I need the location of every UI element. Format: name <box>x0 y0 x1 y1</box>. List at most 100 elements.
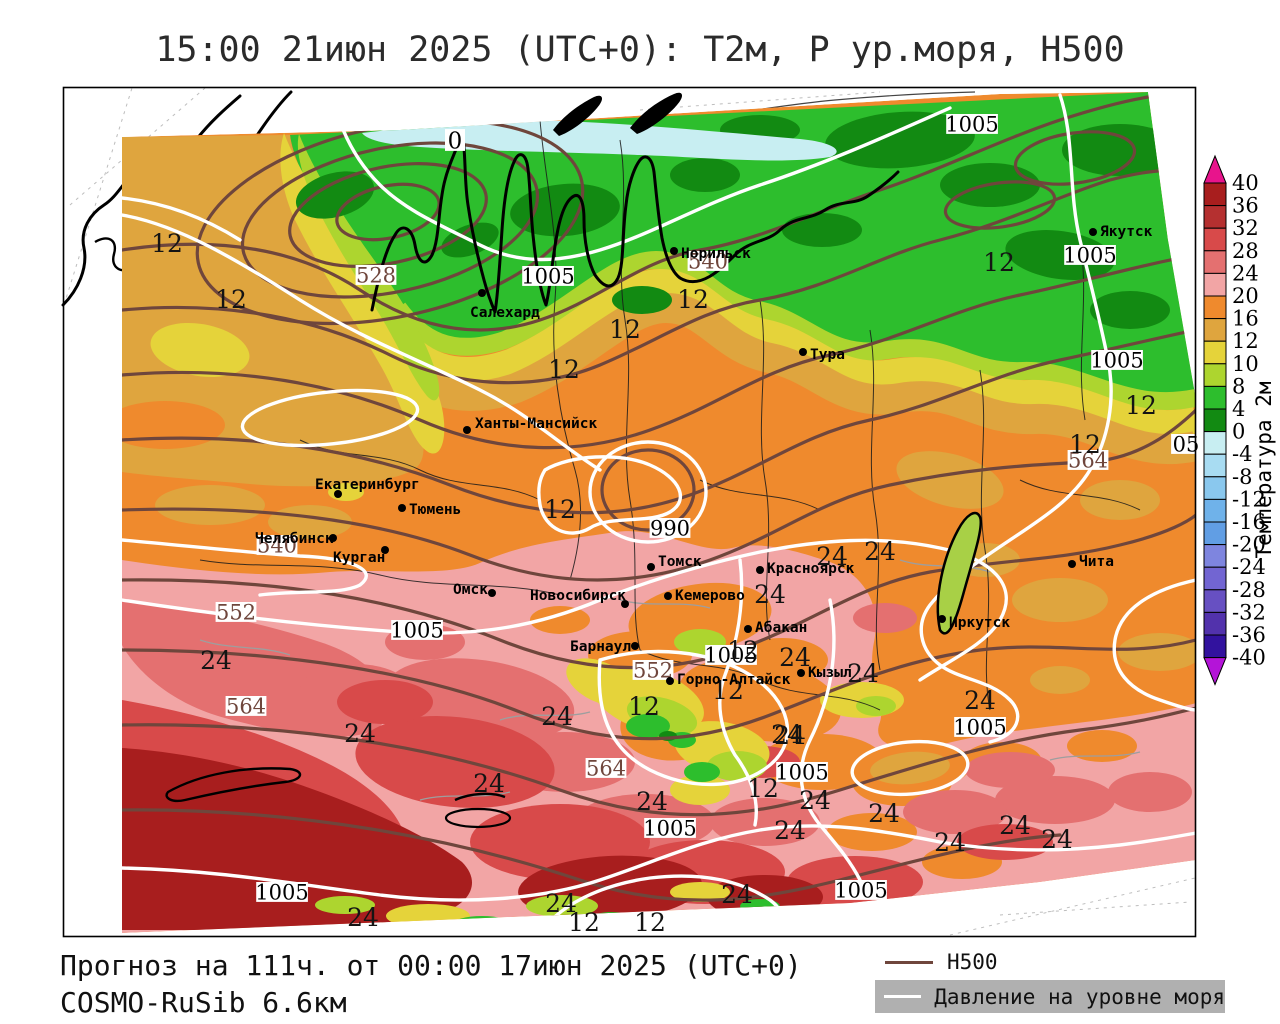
temp-label: 12 <box>634 908 666 937</box>
city-dot <box>398 504 406 512</box>
temp-label: 24 <box>774 721 806 750</box>
legend-pressure: Давление на уровне моря <box>875 980 1225 1013</box>
pressure-contour-label-box <box>954 717 1006 737</box>
colorbar-band <box>1203 340 1227 365</box>
h500-contour-label-box <box>1067 450 1109 470</box>
city-dot <box>463 426 471 434</box>
pressure-contour-label: 1005 <box>255 881 308 905</box>
colorbar-tick-label: 36 <box>1232 194 1259 218</box>
colorbar-band <box>1203 318 1227 342</box>
colorbar-tick-label: -4 <box>1232 442 1252 466</box>
temp-label: 24 <box>541 702 573 731</box>
colorbar-group: 403632282420161210840-4-8-12-16-20-24-28… <box>1203 154 1276 686</box>
city-dot <box>334 490 342 498</box>
legend-h500: H500 <box>885 948 998 976</box>
pressure-contour-label: 1005 <box>1063 244 1116 268</box>
forecast-caption: Прогноз на 111ч. от 00:00 17июн 2025 (UT… <box>60 949 802 982</box>
h500-contour-label: 564 <box>1068 449 1108 473</box>
colorbar-band <box>1203 205 1227 229</box>
city-label: Иркутск <box>949 615 1010 631</box>
temp-label: 0 <box>448 128 463 154</box>
h500-contour-label-box <box>632 660 674 680</box>
temp-label: 12 <box>727 636 759 665</box>
colorbar-tick-label: 24 <box>1232 261 1259 285</box>
temperature-field <box>122 92 1196 933</box>
colorbar-tick-label: 0 <box>1232 420 1245 444</box>
colorbar-band <box>1203 589 1227 613</box>
pressure-contour-label: 1005 <box>643 817 696 841</box>
city-label: Челябинск <box>255 531 334 547</box>
pressure-contour-label-box <box>522 266 574 286</box>
colorbar-band <box>1203 476 1227 500</box>
city-dot <box>938 615 946 623</box>
pressure-contour-label: 1005 <box>834 879 887 903</box>
colorbar-band <box>1203 544 1227 568</box>
colorbar-arrow-top <box>1203 154 1227 184</box>
city-dot <box>666 677 674 685</box>
temp-label: 24 <box>200 646 232 675</box>
colorbar-band <box>1203 611 1227 636</box>
colorbar-band <box>1203 431 1227 455</box>
city-label: Курган <box>333 550 385 566</box>
h500-contour-label: 528 <box>356 264 396 288</box>
pressure-contour-label: 1005 <box>775 761 828 785</box>
temp-label: 24 <box>864 537 896 566</box>
city-label: Горно-Алтайск <box>677 672 791 688</box>
temp-label: 12 <box>1069 430 1101 459</box>
colorbar-band <box>1203 566 1227 591</box>
colorbar-band <box>1203 385 1227 410</box>
pressure-contour-label: 1005 <box>704 644 757 668</box>
colorbar-tick-label: -36 <box>1232 623 1266 647</box>
temp-label: 12 <box>548 355 580 384</box>
pressure-line-sample <box>884 995 922 998</box>
temp-label: 24 <box>344 719 376 748</box>
colorbar-arrow-bottom <box>1203 657 1227 686</box>
colorbar-tick-label: 16 <box>1232 307 1259 331</box>
city-dot <box>744 625 752 633</box>
pressure-contour-label: 1005 <box>953 716 1006 740</box>
colorbar-band <box>1203 634 1227 659</box>
temp-label: 24 <box>934 828 966 857</box>
colorbar-tick-label: 4 <box>1232 397 1245 421</box>
h500-contour-label-box <box>225 696 267 716</box>
h500-legend-label: H500 <box>947 950 998 974</box>
pressure-legend-label: Давление на уровне моря <box>934 984 1225 1009</box>
model-caption: COSMO-RuSib 6.6км <box>60 986 347 1019</box>
city-label: Тюмень <box>409 502 461 518</box>
colorbar-band <box>1203 363 1227 387</box>
temp-label: 24 <box>868 799 900 828</box>
colorbar-band <box>1203 521 1227 546</box>
temp-label: 12 <box>747 774 779 803</box>
city-label: Томск <box>658 554 702 570</box>
colorbar-band <box>1203 182 1227 207</box>
city-dot <box>1089 228 1097 236</box>
city-label: Норильск <box>681 246 751 262</box>
pressure-contours <box>122 93 1196 933</box>
city-dot <box>329 534 337 542</box>
city-dot <box>664 592 672 600</box>
pressure-contour-label-box <box>705 645 757 665</box>
city-layer: Норильск Салехард Тура Ханты-Мансийск Екатер… <box>255 224 1153 688</box>
colorbar-band <box>1203 272 1227 297</box>
city-label: Тура <box>810 347 845 363</box>
temp-label: 24 <box>721 880 753 909</box>
colorbar-tick-label: 32 <box>1232 216 1259 240</box>
pressure-contour-label-box <box>644 818 696 838</box>
h500-contours <box>122 95 1196 902</box>
temp-label: 12 <box>712 676 744 705</box>
city-dot <box>478 289 486 297</box>
city-dot <box>647 563 655 571</box>
map-frame <box>62 86 1197 938</box>
colorbar-tick-label: -16 <box>1232 510 1266 534</box>
colorbar-tick-label: 20 <box>1232 284 1259 308</box>
temp-label: 24 <box>1041 825 1073 854</box>
pressure-contour-label-box <box>1171 434 1201 454</box>
pressure-contour-label-box <box>1091 350 1143 370</box>
city-label: Новосибирск <box>530 588 626 604</box>
colorbar-band <box>1203 227 1227 252</box>
temp-label: 12 <box>983 248 1015 277</box>
h500-contour-label: 564 <box>586 757 626 781</box>
temp-label: 12 <box>215 285 247 314</box>
pressure-contour-label-box <box>391 620 443 640</box>
temp-label-box <box>445 129 465 151</box>
